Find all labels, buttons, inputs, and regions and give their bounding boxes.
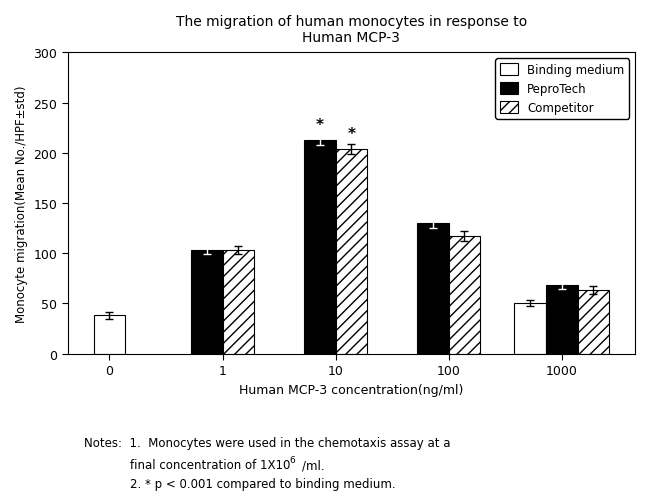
Title: The migration of human monocytes in response to
Human MCP-3: The migration of human monocytes in resp… bbox=[176, 15, 527, 45]
Text: Notes:  1.  Monocytes were used in the chemotaxis assay at a: Notes: 1. Monocytes were used in the che… bbox=[84, 436, 451, 449]
Legend: Binding medium, PeproTech, Competitor: Binding medium, PeproTech, Competitor bbox=[495, 59, 629, 119]
Bar bbox=[335, 149, 367, 354]
Text: *: * bbox=[347, 126, 356, 141]
Bar bbox=[191, 250, 222, 354]
Bar bbox=[514, 304, 546, 354]
Bar bbox=[546, 286, 578, 354]
Y-axis label: Monocyte migration(Mean No./HPF±std): Monocyte migration(Mean No./HPF±std) bbox=[15, 85, 28, 322]
Bar bbox=[578, 291, 609, 354]
Bar bbox=[417, 223, 448, 354]
Bar bbox=[304, 140, 335, 354]
X-axis label: Human MCP-3 concentration(ng/ml): Human MCP-3 concentration(ng/ml) bbox=[239, 383, 463, 396]
Bar bbox=[448, 236, 480, 354]
Bar bbox=[94, 316, 125, 354]
Text: /ml.: /ml. bbox=[302, 458, 325, 471]
Text: final concentration of 1X10: final concentration of 1X10 bbox=[130, 458, 291, 471]
Bar bbox=[222, 250, 254, 354]
Text: *: * bbox=[316, 117, 324, 132]
Text: 2. * p < 0.001 compared to binding medium.: 2. * p < 0.001 compared to binding mediu… bbox=[130, 477, 396, 490]
Text: 6: 6 bbox=[289, 455, 295, 464]
